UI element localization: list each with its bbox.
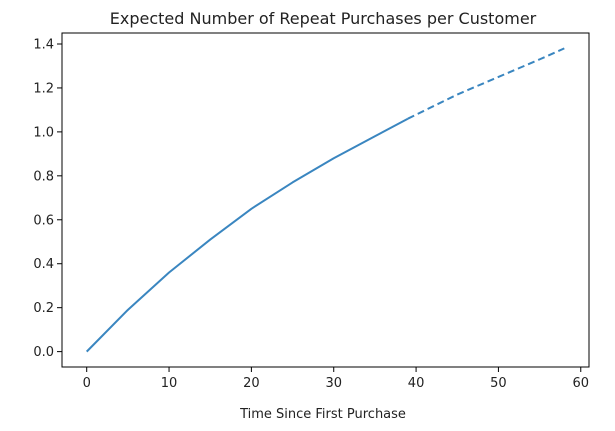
y-tick-label: 0.0 xyxy=(33,345,54,360)
y-tick-label: 1.2 xyxy=(33,81,54,96)
series-line-observed xyxy=(85,117,409,353)
y-tick-label: 0.2 xyxy=(33,301,54,316)
x-tick-label: 0 xyxy=(83,376,91,391)
plot-area-frame xyxy=(61,32,590,368)
x-tick-label: 40 xyxy=(408,376,425,391)
x-tick-label: 60 xyxy=(572,376,589,391)
y-tick-label: 1.4 xyxy=(33,37,54,52)
series-line-projected xyxy=(407,47,565,120)
x-tick-label: 30 xyxy=(325,376,342,391)
y-tick-label: 1.0 xyxy=(33,125,54,140)
y-tick-label: 0.4 xyxy=(33,257,54,272)
series-layer xyxy=(85,47,565,353)
chart-title: Expected Number of Repeat Purchases per … xyxy=(110,9,537,28)
x-tick-label: 20 xyxy=(243,376,260,391)
x-tick-label: 50 xyxy=(490,376,507,391)
x-tick-label: 10 xyxy=(161,376,178,391)
x-axis-title: Time Since First Purchase xyxy=(239,407,406,422)
x-axis: 0 10 20 30 40 50 60 xyxy=(83,367,589,391)
y-tick-label: 0.8 xyxy=(33,169,54,184)
y-axis: 0.0 0.2 0.4 0.6 0.8 1.0 1.2 1.4 xyxy=(33,37,62,360)
y-tick-label: 0.6 xyxy=(33,213,54,228)
